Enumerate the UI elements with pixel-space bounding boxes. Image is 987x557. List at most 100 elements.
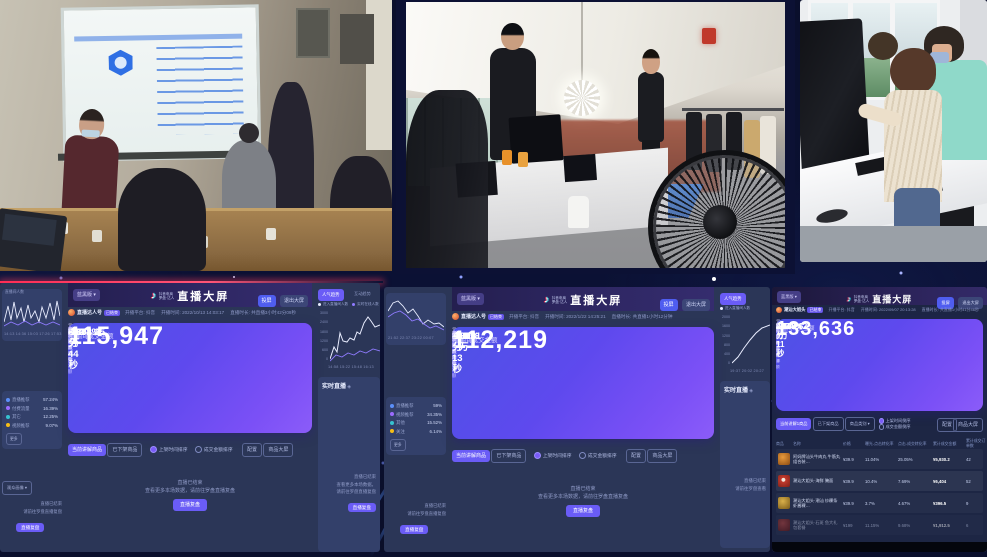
sort-radio-gmv[interactable] <box>194 445 202 453</box>
sort-gmv-label[interactable]: 成交金额排序 <box>203 448 233 453</box>
legend-value: 6.14% <box>429 428 442 434</box>
stat-value: 652 <box>68 327 84 338</box>
sort-time-label[interactable]: 上架时间排序 <box>158 448 188 453</box>
sort-radio-gmv[interactable] <box>578 451 586 459</box>
tab-current-products[interactable]: 当前讲解商品 <box>452 450 491 462</box>
sort-radio-time[interactable] <box>878 418 885 424</box>
light-stand <box>581 2 583 82</box>
sort-radio-time[interactable] <box>149 445 157 453</box>
more-link[interactable]: 更多 <box>390 439 406 451</box>
legend-value: 59% <box>433 403 442 408</box>
product-screen-button[interactable]: 商品大屏 <box>952 418 983 432</box>
theme-select[interactable]: 蓝黑版 ▾ <box>73 289 100 301</box>
gmv-unit: 元 <box>452 327 457 332</box>
cast-button[interactable]: 投屏 <box>257 295 276 307</box>
session-row: 直播达人号 已结束 开播平台: 抖音 开播时间: 2022/10/13 14:03:1… <box>68 309 312 319</box>
sort-gmv-label[interactable]: 成交金额排序 <box>587 454 617 459</box>
tab-current-products[interactable]: 当前讲解1商品 <box>776 418 812 430</box>
status-badge: 已结束 <box>488 314 505 320</box>
header-buttons: 投屏 退出大屏 <box>659 293 710 311</box>
laptops <box>508 114 564 164</box>
sort-radio-gmv[interactable] <box>878 424 885 430</box>
exit-button[interactable]: 退出大屏 <box>958 297 983 309</box>
sort-time-label[interactable]: 上架时间倒序 <box>885 417 911 423</box>
live-note-2: 查看更多本场数据， <box>336 482 376 487</box>
tab-removed-products[interactable]: 已下架商品 <box>812 417 844 431</box>
table-row[interactable]: 阿妈牌汕头牛肉丸 牛筋丸组合装… ¥39.9 11.04% 25.05% ¥5,… <box>776 449 983 469</box>
replay-button[interactable]: 直播复盘 <box>347 503 376 512</box>
gmv-unit: 元 <box>68 323 73 328</box>
stat-label: 千次观看成交金额 <box>68 327 73 374</box>
replay-button[interactable]: 直播复盘 <box>565 505 600 517</box>
photo-livestream-studio <box>396 0 795 274</box>
live-note-2: 请前往罗盘查看 <box>735 486 766 491</box>
start-time: 开播时间: 2022/1/22 14:25:21 <box>545 314 606 319</box>
exit-button[interactable]: 退出大屏 <box>279 295 308 307</box>
header-buttons: 投屏 退出大屏 <box>937 291 983 309</box>
session-row: 直播达人号 已结束 开播平台: 抖音 开播时间: 2022/1/22 14:25:21… <box>452 313 714 323</box>
more-link[interactable]: 更多 <box>6 433 22 445</box>
product-screen-button[interactable]: 商品大屏 <box>647 449 678 463</box>
replay-button[interactable]: 直播复盘 <box>400 525 429 534</box>
laptop <box>0 208 68 271</box>
stat-value: 21.91% <box>68 327 101 338</box>
sort-time-label[interactable]: 上架时间排序 <box>542 454 572 459</box>
cast-button[interactable]: 投屏 <box>937 297 954 309</box>
tab-removed-products[interactable]: 已下架商品 <box>107 443 143 457</box>
category-dropdown[interactable]: 商品类别 ▾ <box>844 417 875 431</box>
tab-popularity-trend[interactable]: 人气趋势 <box>318 289 344 301</box>
audience-dropdown[interactable]: 观众画像 ▾ <box>2 481 33 495</box>
sort-radio-time[interactable] <box>533 451 541 459</box>
gmv-title: 直播间成交金额 <box>776 326 815 332</box>
legend-dot <box>390 403 394 408</box>
stat-value: 189 <box>452 331 468 342</box>
legend-dot <box>390 429 394 434</box>
tab-removed-products[interactable]: 已下架商品 <box>491 449 527 463</box>
stat-value: 11.48% <box>776 322 803 331</box>
legend-dot <box>318 302 321 306</box>
x-axis-ticks: 19:37 20:02 20:27 <box>730 369 765 373</box>
person-behind <box>868 32 898 60</box>
stat-value: 1,012 <box>452 331 476 342</box>
replay-button[interactable]: 直播复盘 <box>172 499 207 511</box>
replay-button[interactable]: 直播复盘 <box>16 523 45 532</box>
table-row[interactable]: 潮汕大姐头·海鲜 腌面 ¥39.9 10.4% 7.69% ¥6,404 52 <box>776 471 983 491</box>
left-note-2: 请前往罗盘直播复盘 <box>407 511 446 516</box>
cast-button[interactable]: 投屏 <box>659 299 678 311</box>
config-button[interactable]: 配置 <box>936 418 957 432</box>
humidifier <box>568 196 589 228</box>
stat-label: 成交单数 <box>68 327 73 350</box>
duration: 直播时长: 共直播1小时41分46秒 <box>921 307 980 313</box>
product-screen-button[interactable]: 商品大屏 <box>263 443 294 457</box>
theme-select[interactable]: 蓝黑版 ▾ <box>777 291 801 303</box>
stat-label: 成交粉丝占比 <box>776 323 780 357</box>
dashboard-live-screen-3: 蓝黑版 ▾ ♪ 抖音电商 罗盘·达人 直播大屏 投屏 退出大屏 潮汕大姐头 已结束 开播平… <box>772 287 987 552</box>
photo-office-computers <box>800 0 987 262</box>
table-row[interactable]: 潮汕大姐头·石斑 鱼大礼包套餐 ¥199 11.15% 9.68% ¥1,912… <box>776 515 983 535</box>
page-title: 直播大屏 <box>570 294 623 307</box>
tab-popularity-trend[interactable]: 人气趋势 <box>720 293 746 305</box>
product-table: 商品 名称 价格 曝光-点击转化率 点击-成交转化率 累计成交金额 累计成交订单… <box>776 437 985 541</box>
config-button[interactable]: 配置 <box>626 449 647 463</box>
tab-current-products[interactable]: 当前讲解商品 <box>68 444 107 456</box>
brand-line2: 罗盘·达人 <box>551 299 568 304</box>
theme-select[interactable]: 蓝黑版 ▾ <box>457 293 484 305</box>
right-panel: 人气趋势 互动趋势 进入直播间人数 实时在线人数 3000 2400 1800 120… <box>318 289 380 552</box>
live-preview-panel: 实时直播 ◈ 直播已结束 查看更多本场数据， 请前往罗盘直播复盘 直播复盘 <box>318 377 380 552</box>
stat-value: 2.39% <box>452 331 479 342</box>
dashboard-header: 蓝黑版 ▾ ♪ 抖音电商 罗盘·达人 直播大屏 投屏 退出大屏 <box>452 287 714 311</box>
config-button[interactable]: 配置 <box>242 443 263 457</box>
empty-state: 直播已结束 查看更多本场数据，请前往罗盘直播复盘 直播复盘 <box>452 485 714 517</box>
screenshot-bottom-bar <box>772 542 987 552</box>
sort-gmv-label[interactable]: 成交金额倒序 <box>885 423 911 429</box>
tab-interaction-trend[interactable]: 互动趋势 <box>354 291 371 296</box>
stat-label: 点击-成交转化率 <box>776 323 781 363</box>
brand-logo: ♪ 抖音电商 罗盘·达人 直播大屏 <box>68 287 312 303</box>
legend-value: 16.39% <box>43 405 58 411</box>
studio-scene <box>406 2 785 268</box>
legend-value: 34.35% <box>427 411 442 417</box>
left-note-1: 直播已结束 <box>40 501 62 506</box>
exit-button[interactable]: 退出大屏 <box>681 299 710 311</box>
stat-label: 成交人数 <box>452 331 457 354</box>
table-row[interactable]: 潮汕大姐头·潮汕 炒粿条 虾酱粿… ¥39.9 3.7% 4.67% ¥396.… <box>776 493 983 513</box>
